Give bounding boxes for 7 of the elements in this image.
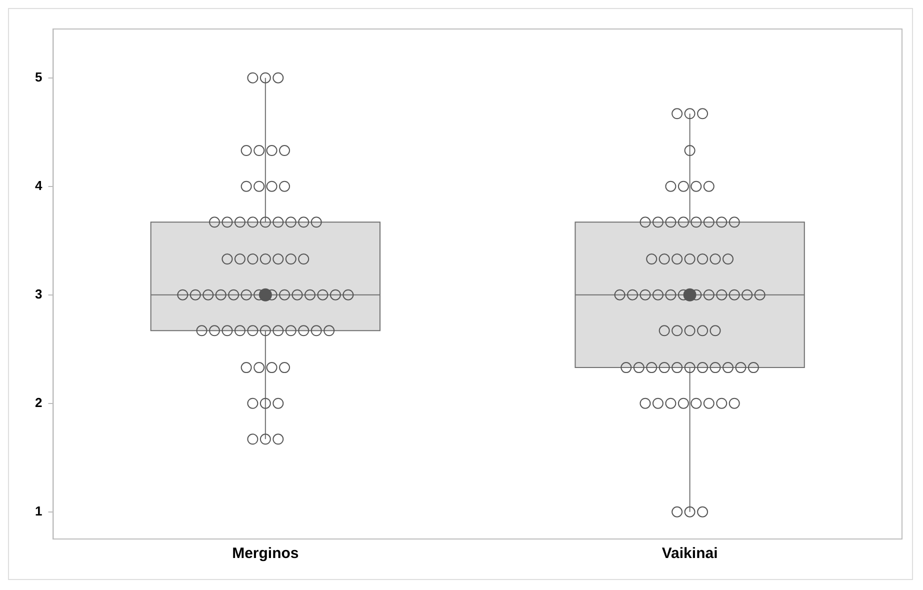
x-tick-label: Vaikinai [662,545,718,562]
y-tick-label: 3 [34,286,42,302]
y-tick-label: 5 [34,69,42,84]
y-tick-label: 4 [34,178,43,193]
x-tick-label: Merginos [232,545,299,562]
y-tick-label: 1 [34,503,42,518]
y-tick-label: 2 [34,394,42,410]
